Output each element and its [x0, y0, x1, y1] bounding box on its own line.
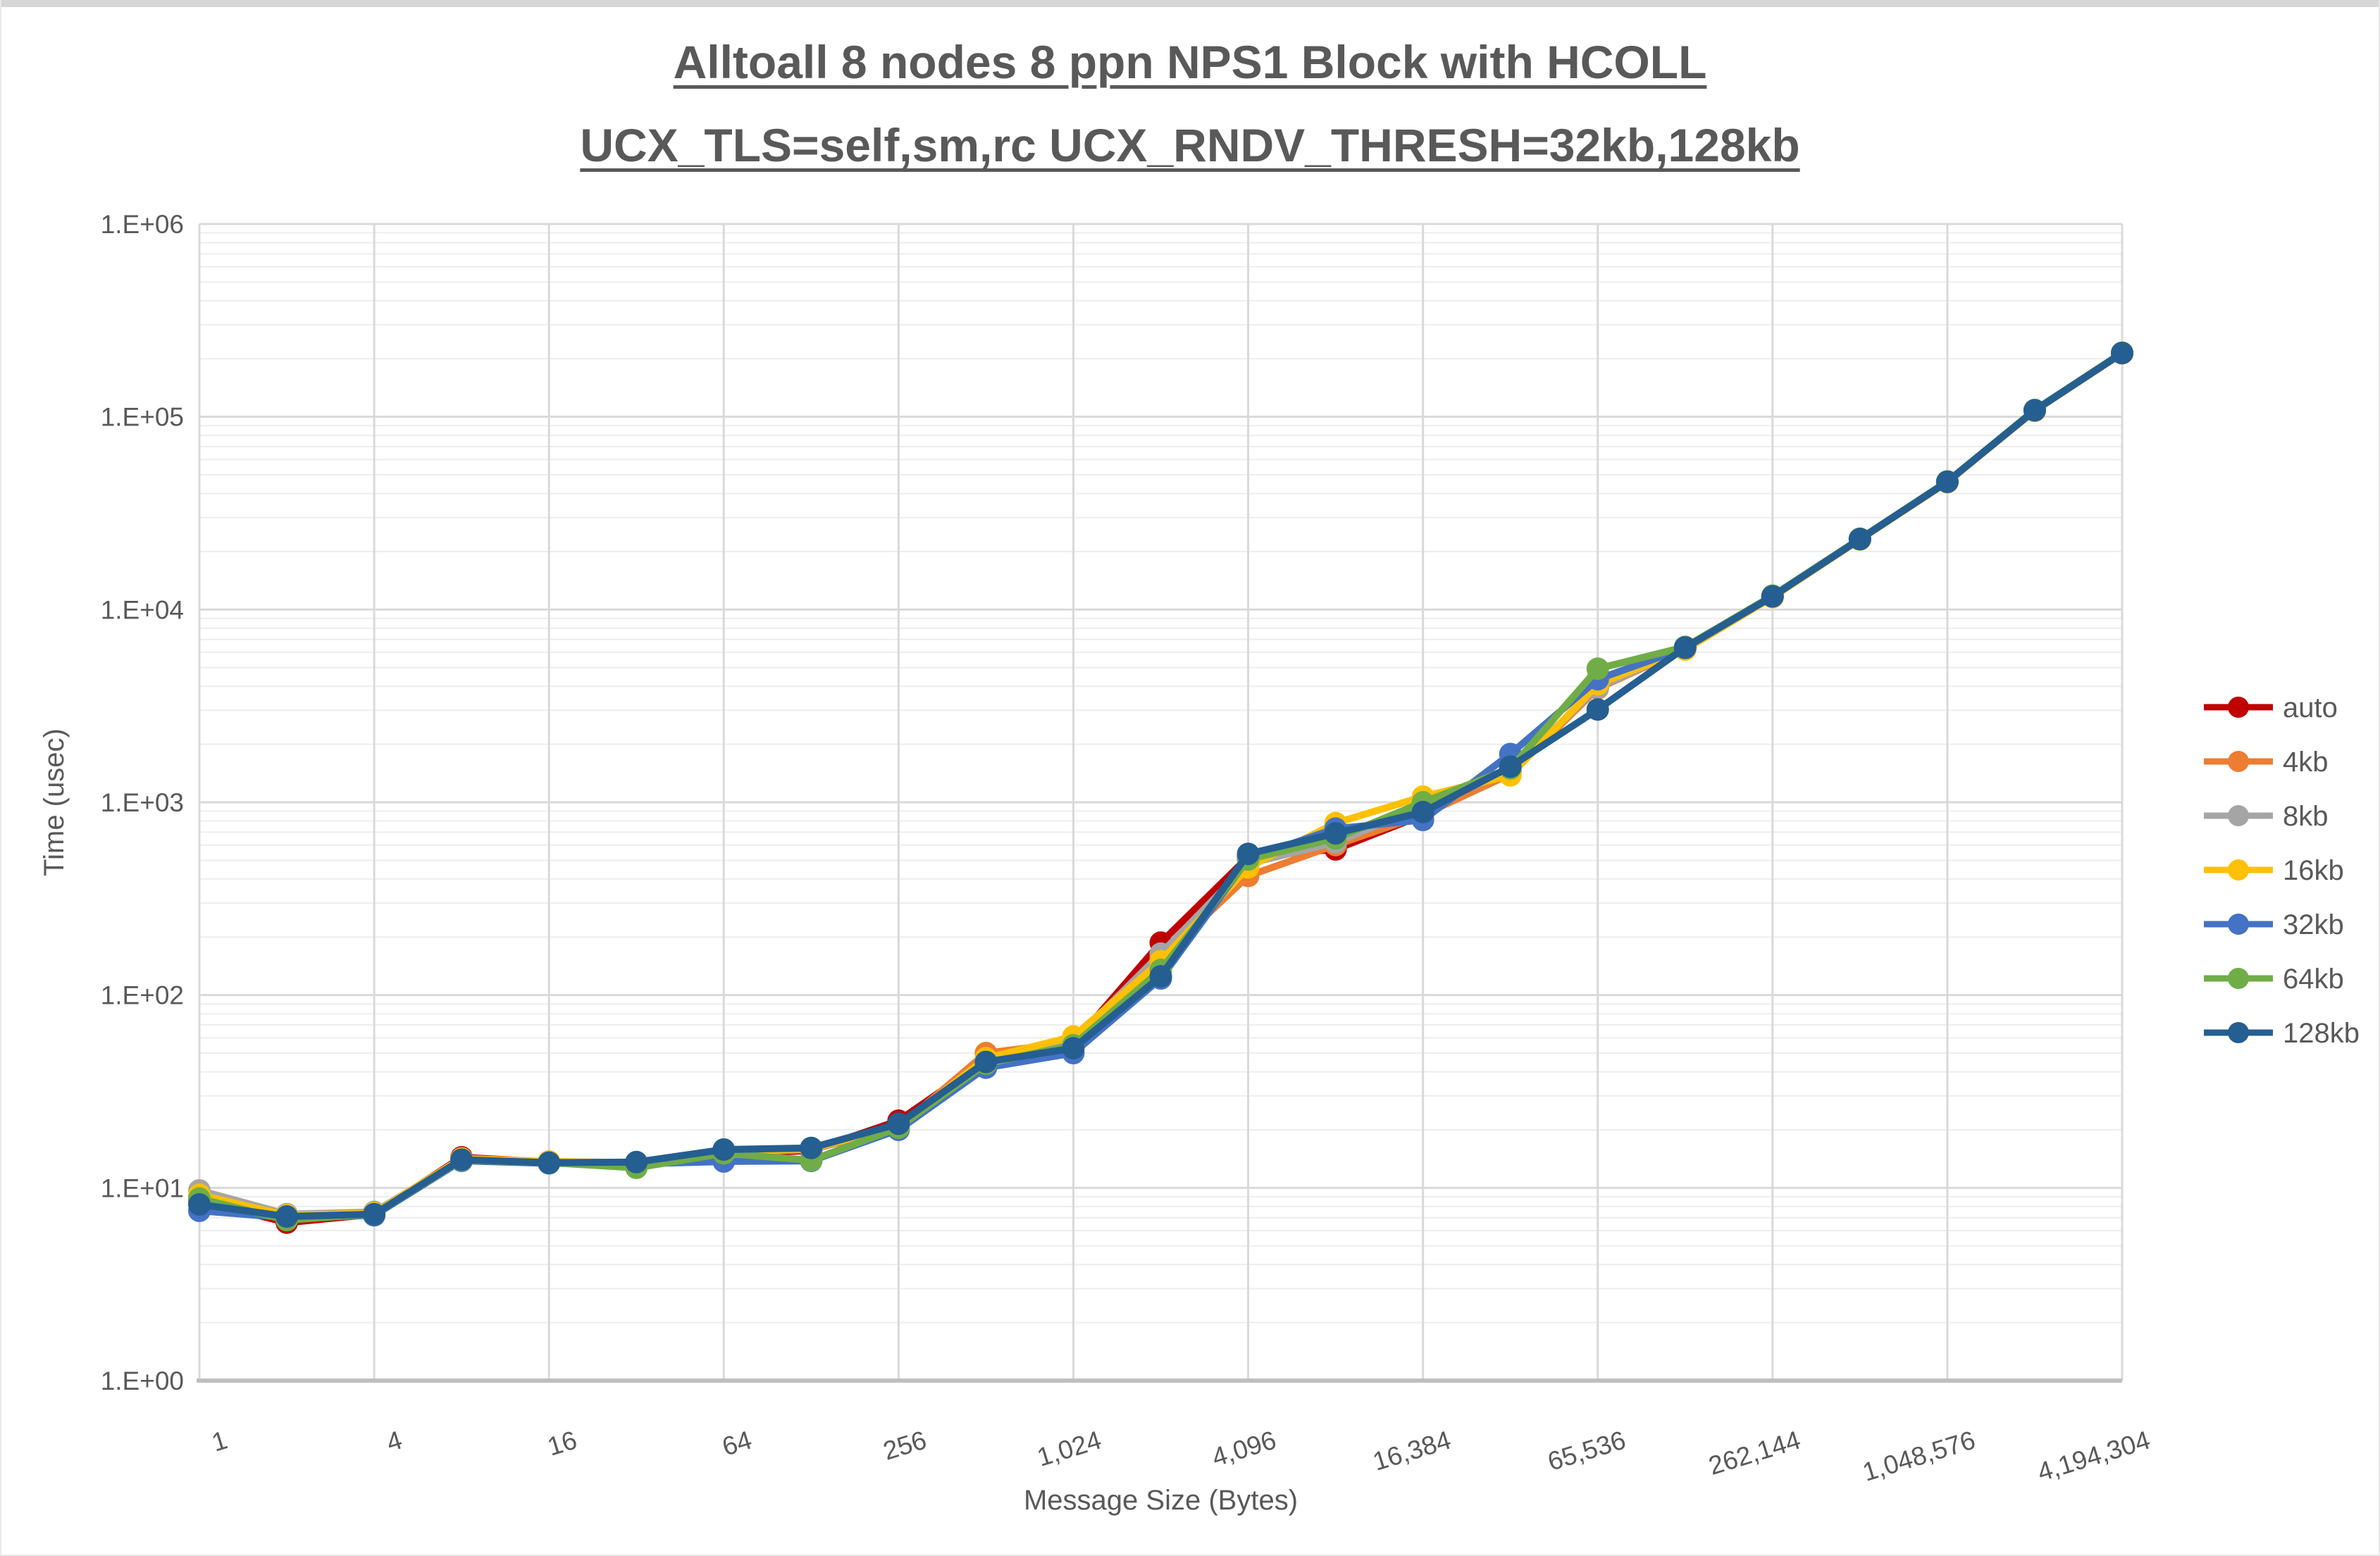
legend-marker	[2228, 697, 2249, 718]
data-point	[1848, 528, 1871, 551]
x-tick-label: 4,194,304	[2034, 1425, 2153, 1486]
series-line-16kb	[196, 349, 2126, 1219]
legend-label: 4kb	[2283, 747, 2329, 778]
y-tick-label: 1.E+02	[101, 981, 184, 1010]
x-tick-label: 256	[880, 1425, 930, 1465]
data-point	[1586, 698, 1609, 721]
legend-label: 64kb	[2283, 964, 2344, 995]
data-point	[450, 1148, 473, 1171]
series-line-32kb	[196, 349, 2126, 1221]
x-tick-label: 4	[383, 1425, 406, 1457]
data-point	[2111, 342, 2133, 365]
legend-label: 8kb	[2283, 801, 2329, 832]
legend-label: auto	[2283, 692, 2338, 723]
data-point	[625, 1150, 648, 1174]
legend-item-16kb[interactable]: 16kb	[2204, 855, 2344, 886]
legend-item-8kb[interactable]: 8kb	[2204, 801, 2329, 832]
series-line-8kb	[196, 349, 2126, 1218]
x-tick-label: 1,024	[1034, 1425, 1105, 1471]
data-point	[1062, 1037, 1085, 1060]
data-point	[1237, 842, 1260, 866]
data-point	[1935, 470, 1959, 493]
y-tick-label: 1.E+01	[101, 1174, 184, 1202]
series-128kb	[188, 342, 2133, 1228]
data-point	[1499, 755, 1522, 778]
series-line-128kb	[196, 349, 2126, 1221]
x-tick-label: 4,096	[1208, 1425, 1279, 1471]
y-tick-label: 1.E+05	[101, 403, 184, 432]
legend-label: 128kb	[2283, 1018, 2360, 1049]
data-point	[2023, 399, 2046, 422]
legend-marker	[2228, 859, 2249, 880]
data-point	[1673, 636, 1697, 659]
data-point	[1586, 657, 1609, 680]
data-point	[1149, 965, 1172, 988]
legend-item-4kb[interactable]: 4kb	[2204, 747, 2329, 778]
legend: auto 4kb 8kb 16kb 32kb 64kb 128kb	[2204, 692, 2360, 1049]
legend-marker	[2228, 914, 2249, 935]
legend-marker	[2228, 805, 2249, 826]
legend-marker	[2228, 751, 2249, 772]
data-point	[1761, 585, 1784, 608]
data-point	[275, 1205, 299, 1228]
y-tick-label: 1.E+04	[101, 595, 184, 624]
x-tick-label: 1	[209, 1425, 231, 1457]
legend-marker	[2228, 968, 2249, 989]
x-tick-label: 65,536	[1544, 1425, 1629, 1476]
x-tick-label: 16,384	[1370, 1425, 1454, 1476]
data-point	[538, 1151, 561, 1174]
x-tick-label: 16	[544, 1425, 580, 1461]
data-point	[974, 1050, 998, 1073]
window-edge-strip	[1, 0, 2379, 7]
series-line-auto	[196, 349, 2126, 1226]
series-auto	[188, 342, 2133, 1234]
legend-label: 16kb	[2283, 855, 2344, 886]
data-point	[1411, 800, 1434, 823]
data-point	[1324, 822, 1347, 845]
x-tick-label: 1,048,576	[1859, 1425, 1978, 1486]
legend-item-32kb[interactable]: 32kb	[2204, 909, 2344, 940]
y-axis-title: Time (usec)	[39, 728, 70, 876]
chart-title-line2: UCX_TLS=self,sm,rc UCX_RNDV_THRESH=32kb,…	[580, 119, 1800, 171]
data-point	[712, 1138, 736, 1161]
y-tick-label: 1.E+00	[101, 1367, 184, 1395]
data-point	[800, 1136, 823, 1159]
legend-label: 32kb	[2283, 909, 2344, 940]
legend-item-64kb[interactable]: 64kb	[2204, 964, 2344, 995]
y-tick-label: 1.E+06	[101, 210, 184, 239]
x-tick-label: 64	[719, 1425, 755, 1461]
legend-marker	[2228, 1022, 2249, 1043]
data-point	[188, 1193, 211, 1216]
series-line-64kb	[196, 349, 2126, 1224]
legend-item-auto[interactable]: auto	[2204, 692, 2338, 723]
data-point	[363, 1202, 386, 1226]
series-line-4kb	[196, 349, 2126, 1219]
data-point	[887, 1112, 910, 1135]
legend-item-128kb[interactable]: 128kb	[2204, 1018, 2360, 1049]
y-tick-label: 1.E+03	[101, 788, 184, 817]
chart-title-line1: Alltoall 8 nodes 8 ppn NPS1 Block with H…	[673, 36, 1707, 88]
x-tick-label: 262,144	[1705, 1425, 1804, 1480]
x-axis-title: Message Size (Bytes)	[1024, 1485, 1298, 1516]
